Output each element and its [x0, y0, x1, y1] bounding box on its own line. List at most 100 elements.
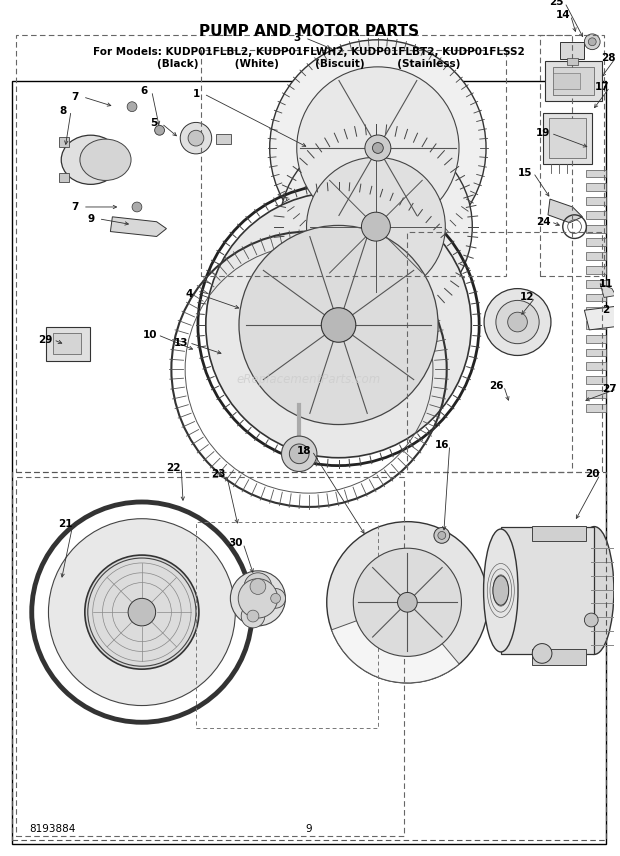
Text: eReplacementParts.com: eReplacementParts.com: [237, 372, 381, 385]
Circle shape: [239, 225, 438, 425]
Bar: [587, 211, 606, 219]
Bar: [553, 74, 580, 89]
Ellipse shape: [206, 193, 471, 458]
Bar: [587, 183, 606, 191]
Bar: [560, 42, 585, 59]
Bar: [587, 239, 606, 247]
Circle shape: [280, 130, 472, 323]
Circle shape: [585, 613, 598, 627]
Text: 6: 6: [140, 86, 148, 96]
Circle shape: [271, 593, 280, 603]
Text: 22: 22: [166, 462, 180, 473]
Bar: [53, 333, 81, 354]
Circle shape: [231, 571, 285, 626]
Bar: [501, 526, 594, 654]
Polygon shape: [110, 217, 166, 236]
Text: 7: 7: [71, 92, 79, 102]
Text: 12: 12: [520, 293, 534, 302]
Bar: [587, 224, 606, 233]
Circle shape: [365, 135, 391, 161]
Bar: [60, 173, 69, 182]
Text: 11: 11: [599, 279, 613, 288]
Bar: [587, 321, 606, 329]
Bar: [587, 335, 606, 342]
Text: 8: 8: [60, 105, 67, 116]
Bar: [16, 478, 404, 836]
Bar: [587, 376, 606, 384]
Text: 9: 9: [306, 824, 312, 835]
Bar: [12, 472, 606, 841]
Text: 29: 29: [38, 335, 53, 345]
Text: 7: 7: [71, 202, 79, 212]
Bar: [216, 134, 231, 144]
Text: For Models: KUDP01FLBL2, KUDP01FLWH2, KUDP01FLBT2, KUDP01FLSS2: For Models: KUDP01FLBL2, KUDP01FLWH2, KU…: [93, 46, 525, 56]
Circle shape: [244, 573, 272, 600]
Bar: [587, 307, 606, 315]
Circle shape: [585, 34, 600, 50]
Bar: [553, 68, 594, 95]
Text: 21: 21: [58, 519, 73, 529]
Text: 20: 20: [585, 469, 600, 479]
Circle shape: [397, 592, 417, 612]
Text: 24: 24: [536, 217, 551, 227]
Ellipse shape: [61, 135, 120, 184]
Text: 4: 4: [185, 288, 193, 299]
Wedge shape: [332, 603, 459, 683]
Circle shape: [238, 579, 278, 618]
Circle shape: [353, 548, 461, 657]
Circle shape: [270, 40, 486, 256]
Circle shape: [361, 212, 391, 241]
Circle shape: [250, 579, 266, 594]
Bar: [16, 35, 572, 473]
Bar: [587, 348, 606, 356]
Text: 1: 1: [192, 89, 200, 99]
Circle shape: [532, 644, 552, 663]
Circle shape: [247, 610, 259, 622]
Circle shape: [306, 158, 445, 296]
Circle shape: [180, 122, 211, 154]
Circle shape: [85, 555, 199, 669]
Text: 5: 5: [150, 118, 157, 128]
Ellipse shape: [575, 526, 614, 654]
Bar: [540, 35, 604, 276]
Text: 18: 18: [297, 446, 311, 456]
Text: 3: 3: [294, 33, 301, 43]
Bar: [543, 113, 592, 163]
Text: 13: 13: [174, 337, 188, 348]
Ellipse shape: [493, 576, 508, 605]
Circle shape: [127, 102, 137, 111]
Circle shape: [188, 130, 204, 146]
Bar: [587, 169, 606, 177]
Text: 14: 14: [556, 10, 570, 21]
Polygon shape: [585, 306, 620, 330]
Circle shape: [508, 312, 528, 332]
Text: 30: 30: [228, 538, 242, 549]
Text: 27: 27: [601, 383, 616, 394]
Circle shape: [373, 143, 383, 153]
Circle shape: [484, 288, 551, 355]
Circle shape: [132, 202, 142, 212]
Circle shape: [128, 598, 156, 626]
Circle shape: [48, 519, 236, 705]
Text: PUMP AND MOTOR PARTS: PUMP AND MOTOR PARTS: [199, 25, 419, 39]
Bar: [587, 294, 606, 301]
Ellipse shape: [484, 529, 518, 652]
Polygon shape: [600, 283, 616, 297]
Text: 28: 28: [601, 52, 615, 62]
Text: 9: 9: [87, 214, 94, 223]
Circle shape: [434, 527, 450, 544]
Bar: [545, 62, 602, 101]
Circle shape: [281, 436, 317, 472]
Circle shape: [438, 532, 446, 539]
Bar: [201, 50, 506, 276]
Bar: [407, 232, 602, 473]
Text: (Black)          (White)          (Biscuit)         (Stainless): (Black) (White) (Biscuit) (Stainless): [157, 59, 461, 69]
Bar: [587, 362, 606, 370]
Text: 8193884: 8193884: [29, 824, 75, 835]
Text: 15: 15: [518, 168, 533, 177]
Text: 10: 10: [143, 330, 157, 340]
Ellipse shape: [80, 140, 131, 181]
Text: 19: 19: [536, 128, 551, 138]
Circle shape: [154, 125, 164, 135]
Bar: [549, 118, 587, 158]
